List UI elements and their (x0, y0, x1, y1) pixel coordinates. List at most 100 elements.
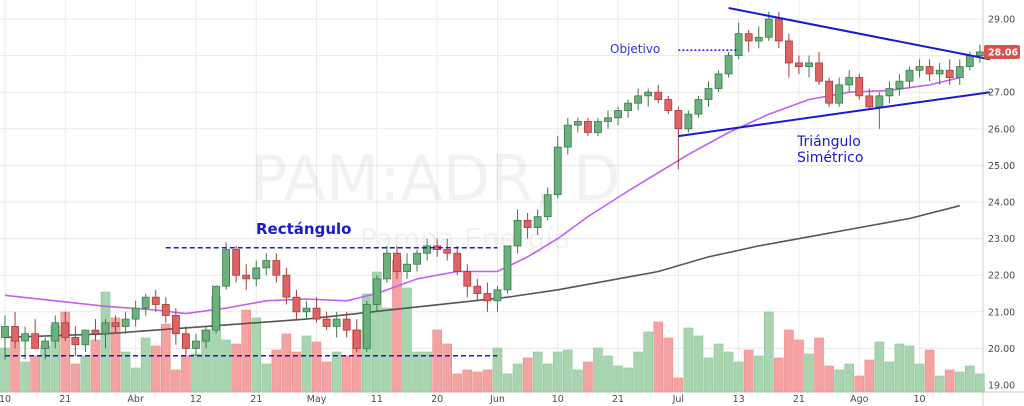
candle-body (161, 304, 170, 316)
candle-body (604, 117, 612, 122)
volume-bar (452, 373, 463, 393)
candle-body (965, 55, 974, 67)
candle-body (463, 271, 472, 287)
x-tick-label: Jul (672, 394, 684, 405)
volume-bar (341, 355, 352, 393)
candle-body (584, 121, 592, 133)
candle-body (1, 326, 9, 338)
candle-body (252, 267, 261, 280)
last-price-label: 28.06 (988, 47, 1018, 58)
volume-bar (422, 351, 432, 393)
volume-bar (291, 351, 302, 393)
volume-bar (703, 357, 714, 393)
volume-bar (241, 309, 251, 393)
volume-bar (854, 375, 865, 393)
candle-body (192, 340, 200, 349)
y-axis: 29.0028.0027.0026.0025.0024.0023.0022.00… (988, 15, 1015, 392)
volume-bar (964, 365, 975, 393)
candle-body (543, 194, 552, 218)
candle-body (171, 315, 180, 335)
candle-body (975, 51, 984, 56)
x-axis: 10 21 Abr 12 21 May 11 20 Jun 10 21 Jul 13 21 Ago 10 (0, 394, 926, 405)
rectangle-label: Rectángulo (256, 220, 351, 238)
candle-body (835, 84, 844, 104)
volume-bar (311, 341, 322, 393)
volume-bar (713, 343, 724, 393)
volume-bar (884, 361, 895, 393)
candle-body (764, 18, 773, 38)
volume-bar (733, 361, 744, 393)
candle-body (634, 95, 643, 104)
objective-label: Objetivo (610, 42, 660, 56)
volume-bar (975, 373, 985, 393)
candle-body (654, 91, 663, 100)
candle-body (815, 62, 823, 82)
candle-body (342, 318, 351, 331)
volume-bar (120, 351, 131, 393)
volume-bar (693, 335, 704, 393)
volume-bar (402, 287, 412, 393)
x-tick-label: 21 (59, 394, 71, 405)
candle-body (614, 110, 622, 119)
volume-bar (30, 355, 40, 393)
pattern-lines (5, 7, 991, 357)
volume-bar (844, 363, 855, 393)
last-price-tag-bg (984, 44, 1020, 59)
volume-bar (161, 323, 171, 393)
candle-body (935, 69, 944, 75)
sma-fast-line (4, 76, 960, 315)
candle-body (262, 260, 271, 269)
y-tick-label: 20.00 (988, 344, 1015, 355)
volume-bar (301, 335, 312, 393)
volume-bar (181, 355, 191, 393)
candle-body (714, 73, 723, 89)
candle-body (533, 216, 542, 229)
candle-body (332, 318, 341, 327)
annotations: Rectángulo Objetivo Triángulo Simétrico (256, 42, 863, 238)
y-tick-label: 23.00 (988, 234, 1015, 245)
volume-bar (914, 363, 925, 393)
volume-bar (80, 355, 91, 393)
volume-bar (221, 339, 231, 393)
volume-bar (573, 369, 583, 393)
volume-bar (653, 321, 664, 393)
volume-bar (522, 357, 533, 393)
candle-body (825, 80, 833, 104)
x-tick-label: Ago (850, 394, 869, 405)
candle-body (11, 326, 19, 342)
candle-body (352, 329, 361, 349)
candle-body (101, 322, 110, 335)
volume-bar (512, 363, 523, 393)
y-tick-label: 22.00 (988, 271, 1015, 282)
candle-body (21, 333, 30, 342)
candle-body (91, 329, 100, 335)
candle-body (684, 113, 693, 130)
candle-body (272, 260, 281, 276)
candle-body (483, 293, 492, 302)
volume-bar (372, 271, 382, 393)
volume-bar (412, 351, 422, 393)
candle-body (81, 329, 90, 346)
volume-bar (633, 351, 643, 393)
candle-body (473, 285, 482, 294)
volume-bar (583, 361, 593, 393)
volume-bar (191, 353, 201, 393)
volume-bar (774, 357, 784, 393)
x-tick-label: 21 (793, 394, 805, 405)
candle-body (111, 322, 120, 327)
candle-body (232, 249, 241, 276)
volume-bar (562, 349, 573, 393)
candle-body (222, 249, 231, 287)
volume-bar (954, 371, 965, 393)
candle-body (955, 66, 964, 78)
volume-bar (663, 337, 674, 393)
candle-body (362, 304, 371, 349)
candle-body (644, 91, 653, 97)
volume-bar (492, 347, 503, 393)
candle-body (774, 18, 783, 42)
sma-slow-line (4, 204, 960, 339)
candle-body (785, 40, 793, 64)
candle-body (855, 77, 864, 97)
candle-body (71, 337, 80, 346)
